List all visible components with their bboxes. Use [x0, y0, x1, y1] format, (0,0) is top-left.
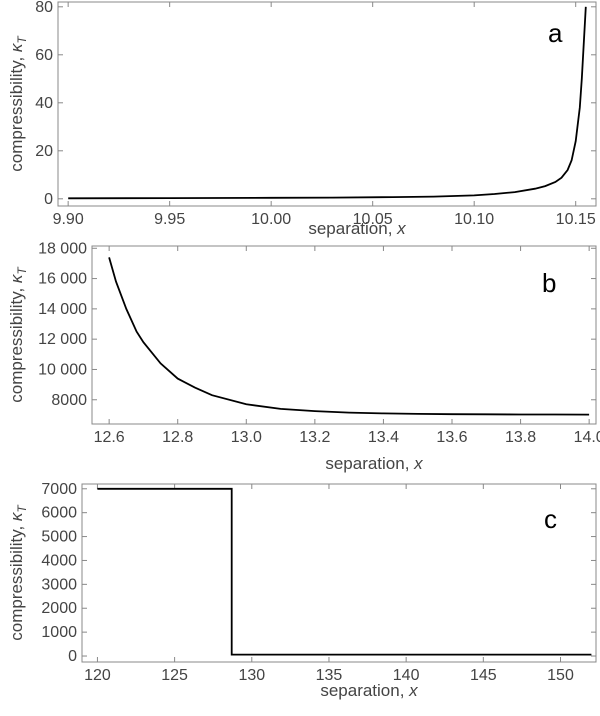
x-tick-label: 10.15	[556, 211, 596, 228]
x-tick-label: 13.0	[231, 429, 262, 446]
y-axis-label: compressibility, κT	[7, 35, 29, 172]
y-tick-label: 8000	[51, 392, 87, 409]
y-axis-label: compressibility, κT	[7, 504, 29, 641]
chart-panel-b: 12.6 12.8 13.0 13.2 13.4 13.6 13.8 14.0 8000 10 0…	[7, 240, 600, 473]
x-axis-label: separation, x	[320, 681, 418, 700]
x-tick-label: 13.2	[299, 429, 330, 446]
y-tick-label: 2000	[41, 600, 77, 617]
x-tick-label: 9.90	[53, 211, 84, 228]
x-axis-label: separation, x	[308, 219, 406, 238]
x-tick-label: 13.6	[436, 429, 467, 446]
panel-label: c	[544, 504, 557, 534]
y-axis-label: compressibility, κT	[7, 266, 29, 403]
x-tick-label: 140	[393, 667, 420, 684]
y-tick-label: 18 000	[38, 240, 87, 257]
y-tick-label: 0	[44, 191, 53, 208]
y-tick-label: 4000	[41, 552, 77, 569]
x-tick-label: 120	[84, 667, 111, 684]
x-tick-label: 150	[547, 667, 574, 684]
y-tick-label: 40	[35, 95, 53, 112]
y-tick-label: 16 000	[38, 271, 87, 288]
x-tick-label: 145	[470, 667, 497, 684]
x-tick-label: 12.6	[94, 429, 125, 446]
y-tick-label: 14 000	[38, 301, 87, 318]
y-tick-label: 60	[35, 47, 53, 64]
y-tick-label: 12 000	[38, 331, 87, 348]
series-line	[68, 6, 587, 200]
x-tick-label: 9.95	[154, 211, 185, 228]
panel-label: a	[548, 18, 563, 48]
x-tick-label: 10.05	[353, 211, 393, 228]
x-tick-label: 10.00	[251, 211, 291, 228]
y-tick-label: 80	[35, 0, 53, 16]
series-line	[108, 257, 590, 416]
x-tick-label: 135	[316, 667, 343, 684]
plot-frame	[57, 1, 597, 207]
panel-label: b	[542, 268, 556, 298]
x-tick-label: 12.8	[162, 429, 193, 446]
y-tick-label: 7000	[41, 481, 77, 498]
y-tick-label: 0	[68, 648, 77, 665]
x-tick-label: 125	[161, 667, 188, 684]
plot-frame	[91, 245, 597, 425]
y-tick-label: 20	[35, 143, 53, 160]
x-tick-label: 130	[238, 667, 265, 684]
y-tick-label: 10 000	[38, 361, 87, 378]
x-tick-label: 14.0	[574, 429, 600, 446]
x-tick-label: 13.8	[505, 429, 536, 446]
chart-panel-a: 9.90 9.95 10.00 10.05 10.10 10.15 0 20 40 60 80 a se…	[7, 0, 597, 238]
y-tick-label: 1000	[41, 624, 77, 641]
chart-panel-c: 120 125 130 135 140 145 150 0 1000 2000 3000 4000 50…	[7, 481, 597, 700]
x-tick-label: 13.4	[368, 429, 399, 446]
series-line	[97, 487, 592, 656]
y-tick-label: 3000	[41, 576, 77, 593]
y-tick-label: 6000	[41, 505, 77, 522]
x-tick-label: 10.10	[454, 211, 494, 228]
plot-frame	[81, 483, 597, 663]
x-axis-label: separation, x	[325, 454, 423, 473]
y-tick-label: 5000	[41, 529, 77, 546]
